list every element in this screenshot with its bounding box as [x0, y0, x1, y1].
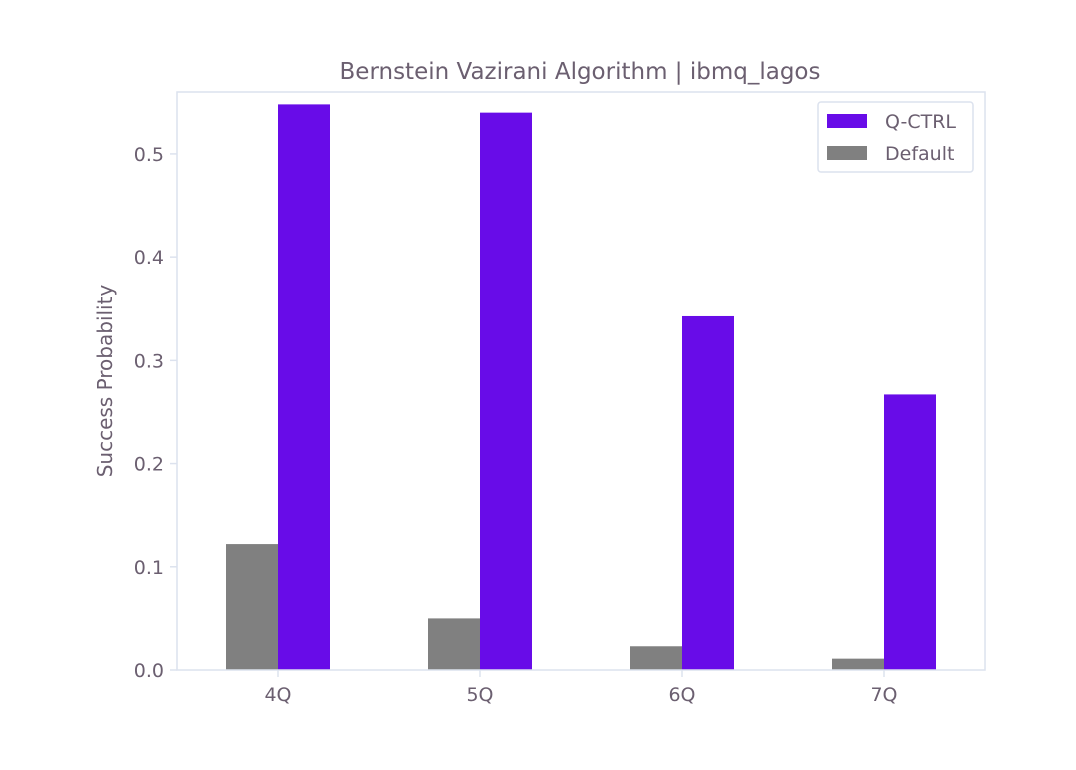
bar-default-6q — [630, 646, 682, 670]
legend-swatch — [827, 146, 867, 160]
legend-label: Q-CTRL — [885, 111, 956, 133]
bars-group — [226, 104, 936, 670]
y-tick-label: 0.4 — [134, 247, 164, 269]
y-axis-ticks: 0.0 0.1 0.2 0.3 0.4 0.5 — [134, 144, 177, 682]
bar-default-4q — [226, 544, 278, 670]
bar-default-5q — [428, 618, 480, 670]
bar-q-ctrl-7q — [884, 394, 936, 670]
x-axis-ticks: 4Q 5Q 6Q 7Q — [264, 670, 898, 706]
y-axis-label: Success Probability — [93, 285, 117, 478]
legend-swatch — [827, 114, 867, 128]
y-tick-label: 0.5 — [134, 144, 164, 166]
x-tick-label: 6Q — [668, 684, 695, 706]
y-tick-label: 0.0 — [134, 660, 164, 682]
y-tick-label: 0.2 — [134, 454, 164, 476]
bar-default-7q — [832, 658, 884, 670]
y-tick-label: 0.1 — [134, 557, 164, 579]
x-tick-label: 7Q — [870, 684, 897, 706]
plot-frame — [176, 91, 986, 671]
bar-q-ctrl-6q — [682, 315, 734, 670]
legend-label: Default — [885, 143, 954, 165]
chart-title: Bernstein Vazirani Algorithm | ibmq_lago… — [340, 59, 821, 85]
y-tick-label: 0.3 — [134, 350, 164, 372]
legend: Q-CTRL Default — [817, 101, 974, 173]
x-tick-label: 4Q — [264, 684, 291, 706]
bar-q-ctrl-4q — [278, 104, 330, 670]
x-tick-label: 5Q — [466, 684, 493, 706]
bar-q-ctrl-5q — [480, 112, 532, 670]
